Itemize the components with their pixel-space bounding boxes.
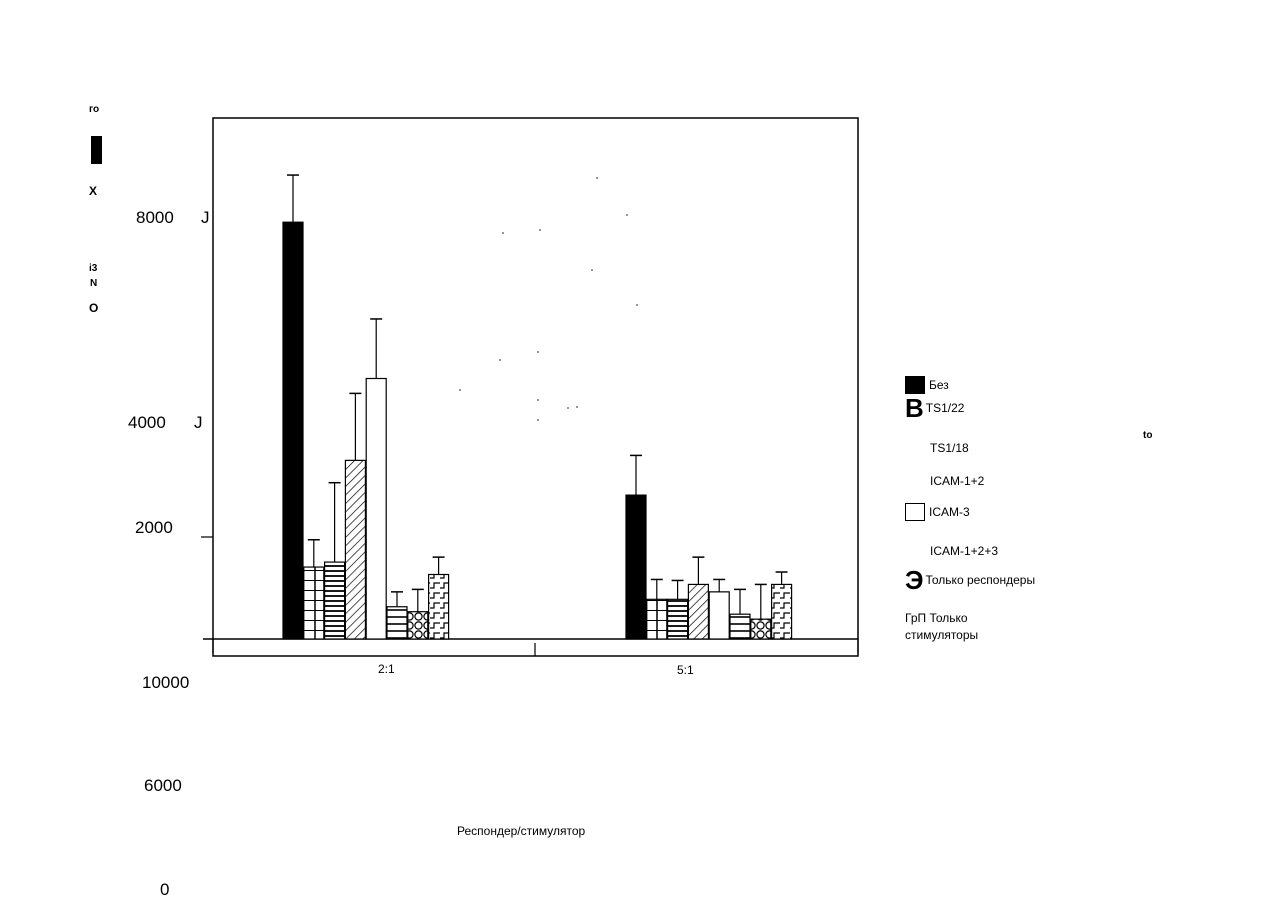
ylabel-fragment: X — [89, 186, 97, 197]
bar-2:1-TS1/22 — [304, 567, 324, 639]
legend-item: ICAM-3 — [905, 503, 970, 521]
legend-swatch — [905, 376, 925, 394]
bar-5:1-TS1/18 — [668, 599, 688, 639]
legend-label: TS1/18 — [930, 441, 969, 455]
y-tick-label: 2000 — [135, 518, 173, 538]
bar-5:1-Без — [626, 495, 646, 639]
bar-2:1-Только стимуляторы — [429, 574, 449, 639]
legend-item: ICAM-1+2 — [905, 472, 984, 489]
bar-5:1-ICAM-3 — [709, 592, 729, 639]
legend-label: ICAM-1+2+3 — [930, 544, 998, 558]
y-tick-mark-label: J — [194, 413, 203, 433]
bar-5:1-ICAM-1+2+3 — [730, 614, 750, 639]
y-tick-label: 4000 — [128, 413, 166, 433]
legend-label: ICAM-3 — [929, 505, 970, 519]
ylabel-fragment: го — [89, 104, 99, 115]
bar-5:1-Только стимуляторы — [772, 584, 792, 639]
legend-label: ICAM-1+2 — [930, 474, 984, 488]
legend-label: TS1/22 — [926, 401, 965, 415]
legend-label: ГрП Только стимуляторы — [905, 611, 978, 642]
y-tick-label: 8000 — [136, 208, 174, 228]
bar-2:1-TS1/18 — [325, 562, 345, 639]
ylabel-fragment: i3 — [89, 263, 97, 274]
legend-label: Только респондеры — [926, 573, 1036, 587]
y-tick-label: 6000 — [144, 776, 182, 796]
bar-5:1-TS1/22 — [647, 599, 667, 639]
bar-5:1-ICAM-1+2 — [688, 584, 708, 639]
bar-2:1-ICAM-1+2 — [345, 460, 365, 639]
x-axis-label: Респондер/стимулятор — [457, 824, 585, 838]
bar-2:1-Без — [283, 222, 303, 639]
legend-item: TS1/18 — [905, 439, 969, 456]
x-category-label: 5:1 — [677, 663, 694, 677]
legend-label: Без — [929, 378, 949, 392]
legend-item: BTS1/22 — [905, 398, 964, 418]
y-tick-label: 10000 — [142, 673, 189, 693]
y-tick-mark-label: J — [201, 208, 210, 228]
legend-item: Без — [905, 376, 949, 394]
legend-glyph: B — [905, 393, 924, 423]
ylabel-fragment: N — [90, 278, 97, 289]
scan-specks — [459, 177, 638, 421]
bars-group — [283, 175, 792, 639]
y-tick-label: 0 — [160, 880, 169, 900]
bar-5:1-Только респондеры — [751, 619, 771, 639]
legend-glyph: Э — [905, 565, 924, 595]
legend-item: ГрП Только стимуляторы — [905, 609, 1005, 643]
bar-2:1-ICAM-1+2+3 — [387, 607, 407, 639]
legend-item: ЭТолько респондеры — [905, 570, 1035, 590]
legend-swatch — [905, 503, 925, 521]
ylabel-fragment: O — [89, 303, 98, 314]
ylabel-bar — [91, 136, 102, 164]
x-category-label: 2:1 — [378, 662, 395, 676]
bar-2:1-Только респондеры — [408, 612, 428, 639]
bar-2:1-ICAM-3 — [366, 379, 386, 640]
legend-item: ICAM-1+2+3 — [905, 542, 998, 559]
stray-text: to — [1143, 430, 1152, 441]
